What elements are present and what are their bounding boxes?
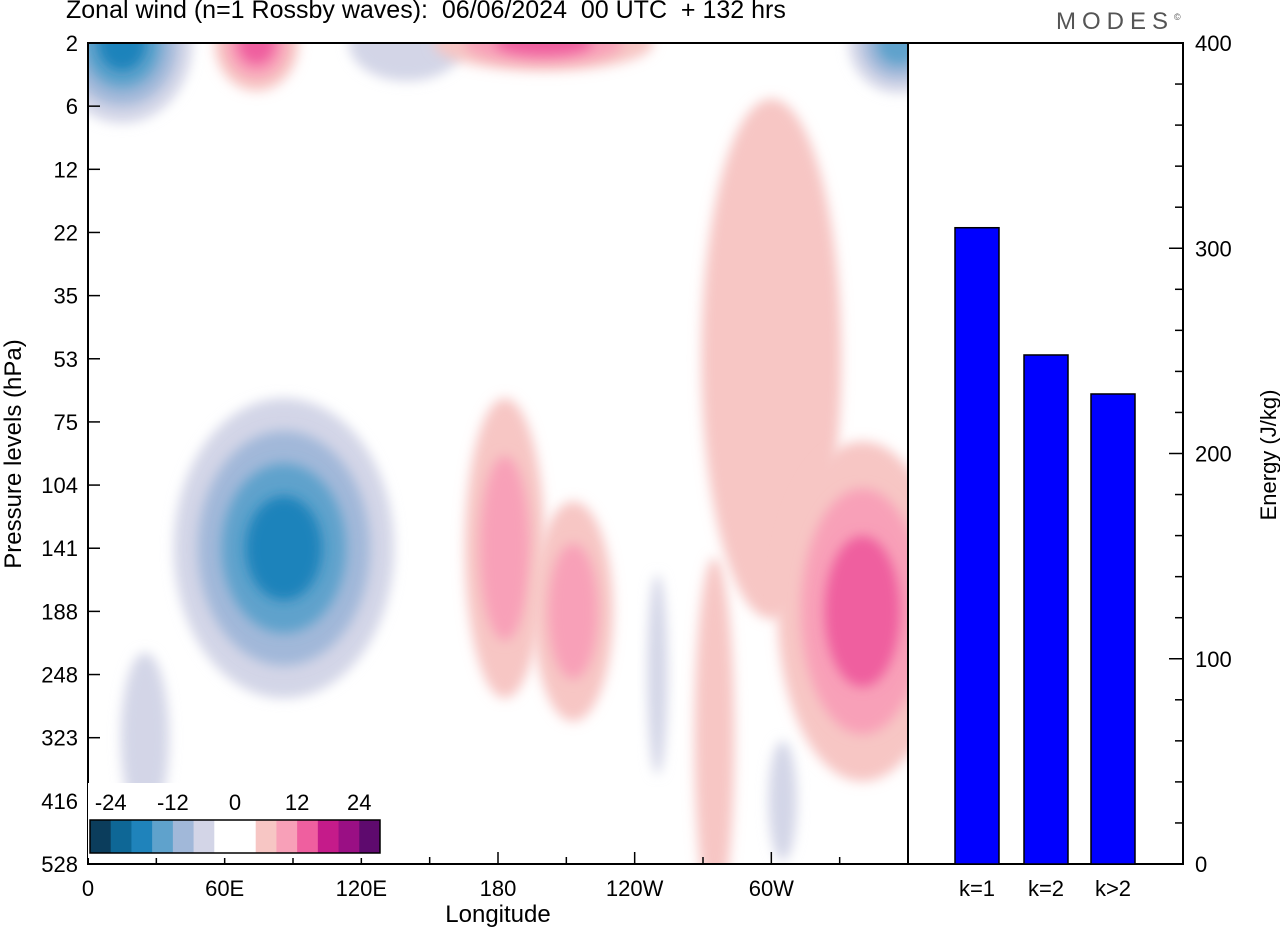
longitude-axis: 0 60E 120E 180 120W 60W xyxy=(82,852,909,901)
chart-title: Zonal wind (n=1 Rossby waves): 06/06/202… xyxy=(66,0,786,24)
x-axis-label: Longitude xyxy=(445,901,550,928)
level-tick-label: 12 xyxy=(54,157,78,182)
contour-fill xyxy=(768,740,797,861)
modes-logo: MODES© xyxy=(1056,8,1181,35)
contour-fill xyxy=(876,43,908,66)
lon-tick-label: 120E xyxy=(336,876,387,901)
energy-tick-label: 100 xyxy=(1195,647,1232,672)
level-tick-label: 6 xyxy=(66,94,78,119)
colorbar-swatch xyxy=(172,820,195,853)
lon-tick-label: 180 xyxy=(480,876,517,901)
level-tick-label: 323 xyxy=(41,726,78,751)
colorbar-swatch xyxy=(338,820,360,853)
energy-bar xyxy=(954,226,1000,865)
level-tick-label: 2 xyxy=(66,31,78,56)
level-tick-label: 141 xyxy=(41,536,78,561)
bar-category-label: k=2 xyxy=(1028,876,1064,901)
level-tick-label: 248 xyxy=(41,663,78,688)
colorbar-label: -24 xyxy=(95,790,127,815)
contour-fill xyxy=(480,455,530,641)
lon-tick-label: 60E xyxy=(205,876,244,901)
colorbar-swatch xyxy=(255,820,277,853)
colorbar: -24 -12 0 12 24 xyxy=(88,783,382,858)
colorbar-label: 12 xyxy=(285,790,309,815)
energy-tick-label: 0 xyxy=(1195,852,1207,877)
contour-fill xyxy=(348,43,465,81)
contour-fill xyxy=(97,43,147,71)
contour-fill xyxy=(548,543,598,680)
energy-tick-label: 400 xyxy=(1195,31,1232,56)
bar-category-label: k>2 xyxy=(1095,876,1131,901)
level-tick-label: 528 xyxy=(41,852,78,877)
energy-axis: 0 100 200 300 400 xyxy=(1169,31,1232,877)
colorbar-swatch xyxy=(110,820,132,853)
colorbar-swatch xyxy=(235,820,257,853)
colorbar-swatch xyxy=(90,820,112,853)
bar-category-label: k=1 xyxy=(959,876,995,901)
colorbar-frame xyxy=(89,819,381,854)
wind-field xyxy=(88,43,908,864)
level-tick-label: 75 xyxy=(54,410,78,435)
energy-bar xyxy=(1090,393,1136,865)
energy-bar xyxy=(1023,354,1069,865)
contour-fill xyxy=(237,43,276,65)
colorbar-label: -12 xyxy=(157,790,189,815)
level-tick-label: 416 xyxy=(41,789,78,814)
contour-fill xyxy=(647,574,668,775)
energy-axis-label: Energy (J/kg) xyxy=(1256,390,1280,521)
colorbar-swatch xyxy=(359,820,381,853)
lon-tick-label: 0 xyxy=(82,876,94,901)
colorbar-swatch xyxy=(276,820,298,853)
energy-bars: k=1 k=2 k>2 xyxy=(954,226,1136,901)
contour-fill xyxy=(120,652,169,823)
contour-fill xyxy=(694,557,735,864)
lon-tick-label: 60W xyxy=(749,876,794,901)
contour-fill xyxy=(494,43,593,56)
level-tick-label: 53 xyxy=(54,347,78,372)
colorbar-swatch xyxy=(131,820,153,853)
colorbar-swatch xyxy=(297,820,319,853)
colorbar-swatch xyxy=(193,820,215,853)
level-tick-label: 35 xyxy=(54,284,78,309)
colorbar-label: 24 xyxy=(347,790,371,815)
pressure-axis: 2 6 12 22 35 53 75 104 141 188 248 323 416 528 xyxy=(41,31,100,877)
contour-fill xyxy=(824,535,901,687)
energy-tick-label: 300 xyxy=(1195,236,1232,261)
colorbar-swatch xyxy=(317,820,340,853)
colorbar-swatch xyxy=(214,820,236,853)
contour-fill xyxy=(245,496,323,601)
level-tick-label: 188 xyxy=(41,599,78,624)
energy-tick-label: 200 xyxy=(1195,442,1232,467)
colorbar-swatch xyxy=(152,820,174,853)
lon-tick-label: 120W xyxy=(606,876,664,901)
brand-text: MODES xyxy=(1056,8,1175,35)
level-tick-label: 104 xyxy=(41,473,78,498)
colorbar-label: 0 xyxy=(229,790,241,815)
y-axis-label: Pressure levels (hPa) xyxy=(0,339,27,568)
level-tick-label: 22 xyxy=(54,220,78,245)
